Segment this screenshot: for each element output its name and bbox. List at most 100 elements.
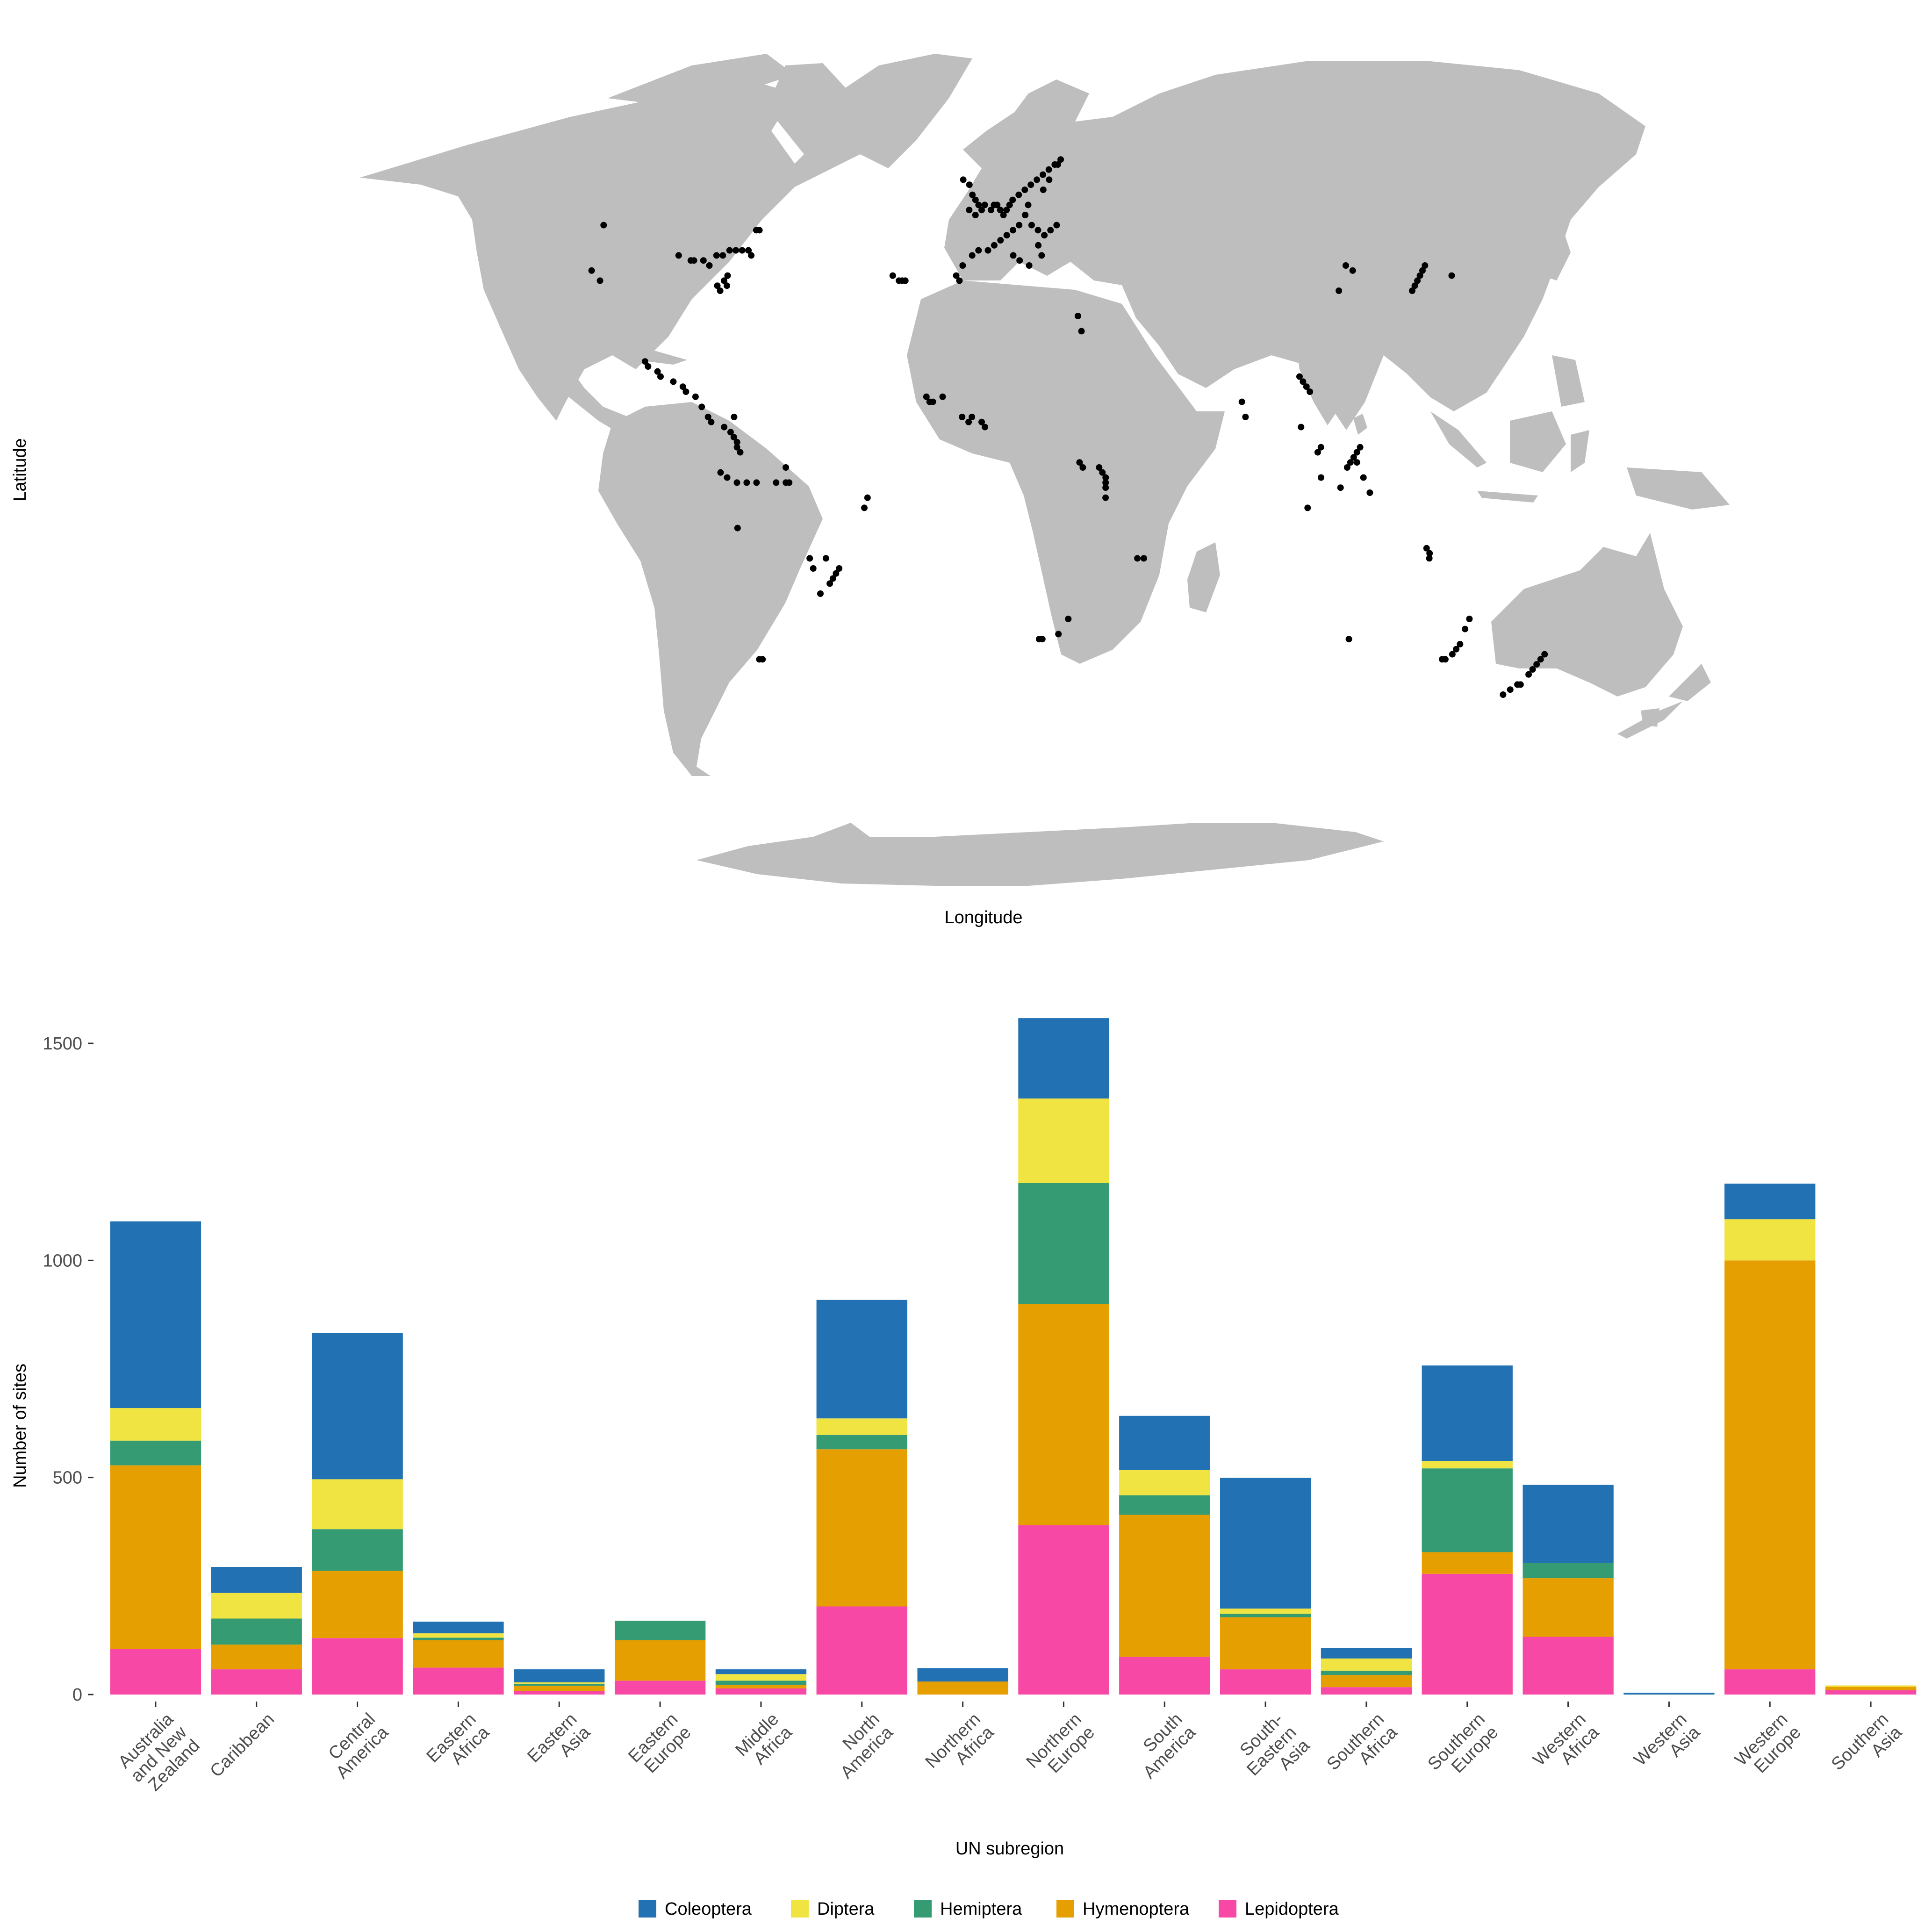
bar-segment-diptera <box>110 1408 201 1441</box>
site-point <box>822 555 829 562</box>
bar-segment-lepidoptera <box>1018 1525 1109 1695</box>
bar-segment-hemiptera <box>715 1681 807 1685</box>
bar-segment-lepidoptera <box>1422 1573 1513 1695</box>
bar-segment-diptera <box>1119 1470 1210 1495</box>
land-new-guinea <box>1627 467 1730 510</box>
bar-segment-diptera <box>816 1418 907 1435</box>
site-point <box>1318 474 1324 481</box>
legend: Coleoptera Diptera Hemiptera Hymenoptera Lep… <box>639 1899 1339 1919</box>
bar-segment-diptera <box>1321 1658 1412 1671</box>
site-point <box>829 575 836 582</box>
site-point <box>1040 187 1047 193</box>
site-point <box>1314 449 1321 456</box>
bar-segment-diptera <box>715 1674 807 1681</box>
bar-segment-hemiptera <box>1220 1614 1311 1617</box>
site-point <box>1423 545 1430 552</box>
legend-label-hymenoptera: Hymenoptera <box>1083 1899 1190 1919</box>
x-tick-label: Australiaand NewZealand <box>114 1709 204 1799</box>
map-xlabel: Longitude <box>945 908 1023 927</box>
legend-swatch-lepidoptera <box>1219 1900 1236 1918</box>
x-tick-label: South-EasternAsia <box>1230 1709 1314 1793</box>
site-point <box>724 282 730 289</box>
bar-segment-lepidoptera <box>413 1667 504 1695</box>
site-point <box>773 479 780 486</box>
land-central-america <box>524 341 636 435</box>
bar-segment-hemiptera <box>1321 1670 1412 1675</box>
site-point <box>1015 191 1022 198</box>
land-greenland <box>837 54 972 168</box>
land-sri-lanka <box>1353 414 1367 435</box>
site-point <box>1337 484 1344 491</box>
site-point <box>1349 267 1356 274</box>
site-point <box>975 247 982 254</box>
site-point <box>902 277 909 284</box>
site-point <box>1003 232 1010 239</box>
bar-ylabel: Number of sites <box>10 1364 30 1488</box>
x-tick-label: CentralAmerica <box>319 1709 393 1782</box>
bar-segment-lepidoptera <box>1523 1637 1614 1695</box>
bar-segment-coleoptera <box>312 1333 403 1480</box>
site-point <box>1040 171 1046 178</box>
site-point <box>1021 187 1028 193</box>
site-point <box>1300 378 1307 385</box>
bar-segment-lepidoptera <box>615 1681 706 1695</box>
site-point <box>698 403 705 410</box>
bar-segment-diptera <box>1422 1461 1513 1469</box>
x-tick-label: WesternEurope <box>1731 1709 1805 1783</box>
site-point <box>1466 616 1473 622</box>
bar-segment-coleoptera <box>110 1221 201 1408</box>
land-philippines <box>1552 355 1585 407</box>
bar-segment-lepidoptera <box>1825 1690 1917 1695</box>
land-sumatra <box>1430 411 1487 467</box>
site-point <box>1102 474 1109 481</box>
site-point <box>1038 252 1045 259</box>
site-point <box>733 444 740 451</box>
site-point <box>1500 691 1507 698</box>
bar-segment-hemiptera <box>1119 1495 1210 1515</box>
land-arctic-islands <box>608 54 795 105</box>
y-tick-label: 500 <box>53 1468 82 1488</box>
bar-segment-lepidoptera <box>514 1691 605 1695</box>
site-point <box>972 196 979 203</box>
site-point <box>733 247 740 254</box>
site-point <box>1426 550 1433 557</box>
site-point <box>1027 181 1034 188</box>
site-point <box>969 414 976 420</box>
site-point <box>1449 651 1456 658</box>
site-point <box>953 272 960 279</box>
bar-segment-coleoptera <box>1119 1415 1210 1470</box>
x-axis: Australiaand NewZealand Caribbean CentralA… <box>114 1702 1906 1799</box>
site-point <box>1010 252 1017 259</box>
bar-segment-lepidoptera <box>1119 1657 1210 1695</box>
site-point <box>724 272 731 279</box>
y-tick-label: 1000 <box>43 1251 82 1271</box>
bar-segment-coleoptera <box>1422 1365 1513 1461</box>
bar-segment-coleoptera <box>917 1668 1008 1682</box>
land-caribbean <box>603 346 687 365</box>
site-point <box>1541 651 1548 658</box>
site-point <box>641 358 648 365</box>
site-point <box>783 464 790 471</box>
legend-swatch-hemiptera <box>914 1900 932 1918</box>
site-point <box>1026 262 1033 269</box>
site-point <box>969 191 976 198</box>
site-point <box>737 449 744 456</box>
site-point <box>654 368 661 375</box>
site-point <box>708 418 715 425</box>
site-point <box>1317 444 1324 451</box>
site-point <box>1347 459 1354 466</box>
legend-label-diptera: Diptera <box>817 1899 875 1919</box>
site-point <box>1006 201 1013 208</box>
bar-segment-hymenoptera <box>1422 1552 1513 1574</box>
x-tick-label: EasternAsia <box>524 1709 594 1780</box>
site-point <box>717 287 724 294</box>
bar-segment-hymenoptera <box>1220 1617 1311 1670</box>
site-point <box>1010 227 1016 234</box>
legend-swatch-coleoptera <box>639 1900 656 1918</box>
site-point <box>833 570 840 577</box>
y-tick-label: 1500 <box>43 1034 82 1054</box>
land-antarctica <box>697 823 1384 886</box>
site-point <box>1343 464 1350 471</box>
site-points <box>588 156 1548 698</box>
site-point <box>600 222 607 229</box>
